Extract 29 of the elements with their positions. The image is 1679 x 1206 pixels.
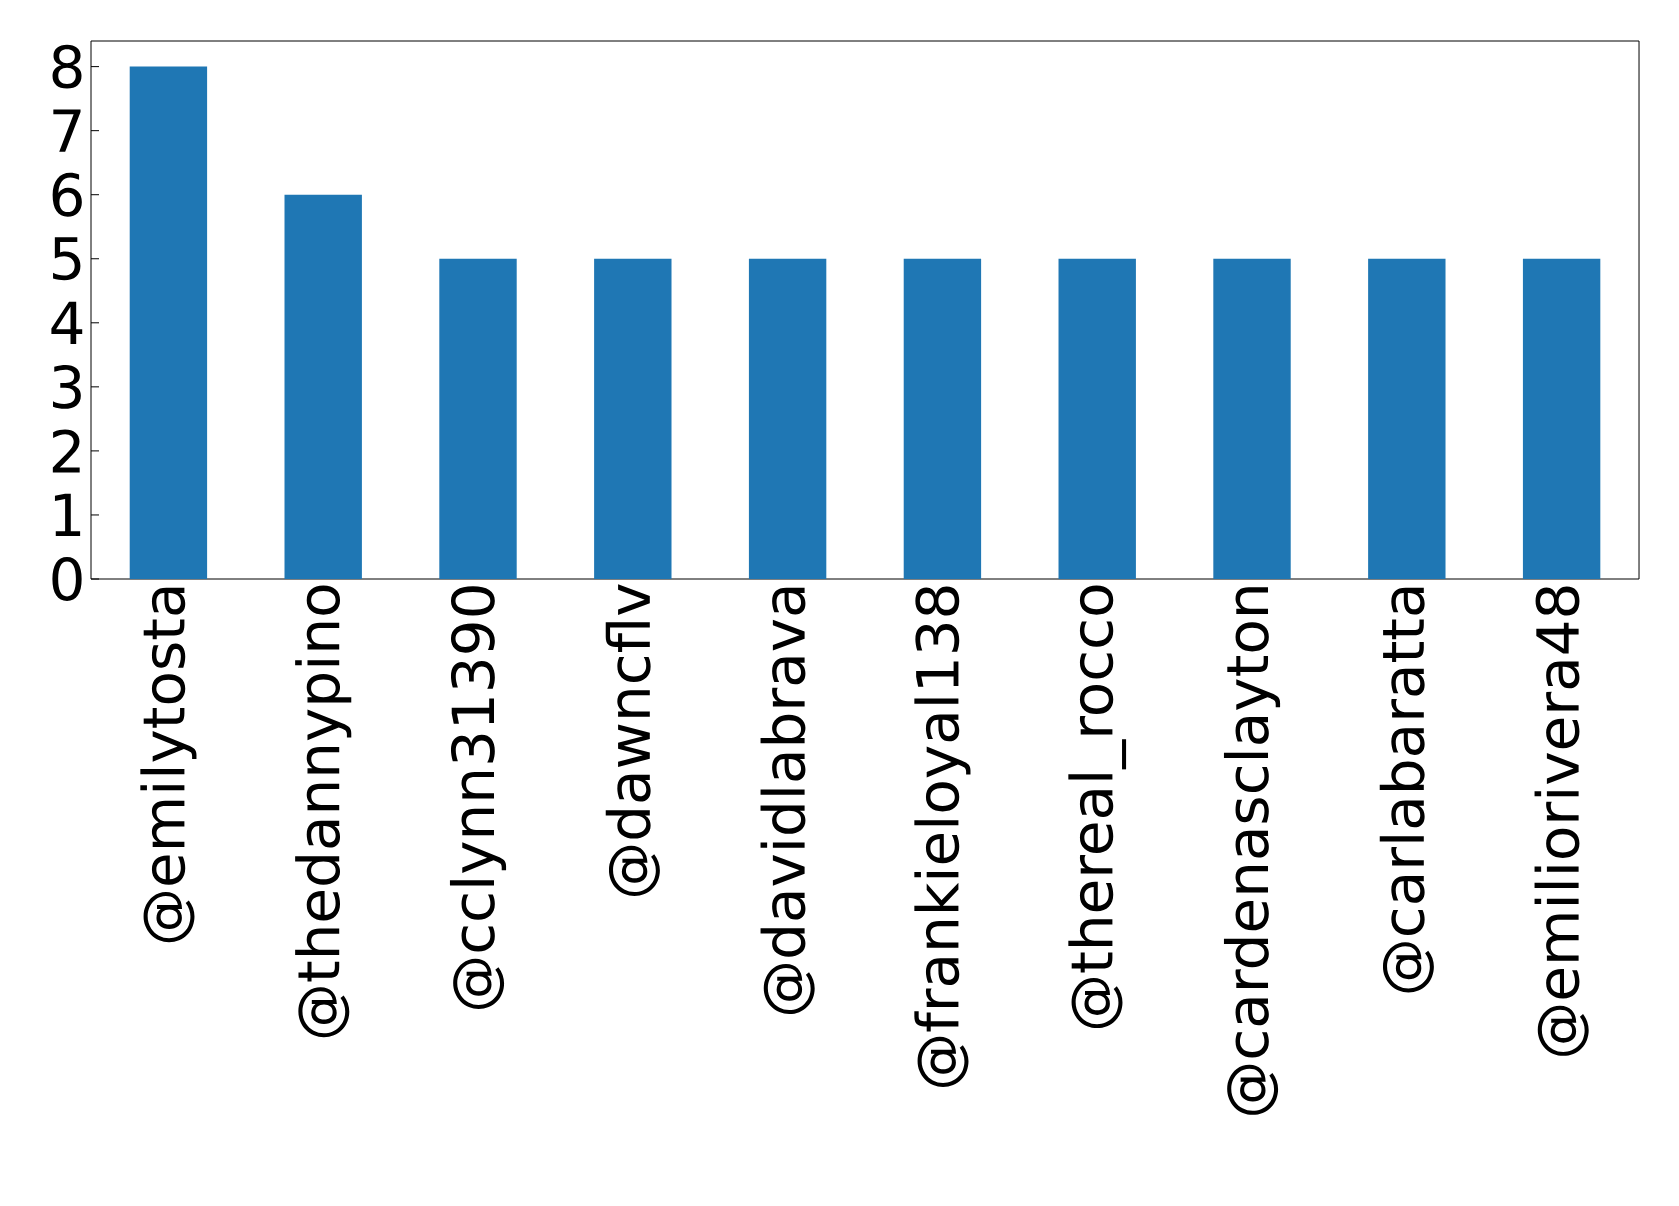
y-tick-label: 4	[51, 301, 83, 344]
y-tick-label: 5	[53, 237, 81, 281]
bar	[129, 66, 208, 579]
y-tick-label: 6	[52, 172, 82, 217]
x-tick-label: @carlabaratta	[1379, 587, 1434, 993]
bar	[748, 258, 827, 579]
x-tick-label: @emilytosta	[140, 587, 197, 943]
bar	[1058, 258, 1136, 579]
bar	[1522, 258, 1601, 579]
y-tick-label: 2	[52, 429, 80, 473]
x-tick-label: @cclynn31390	[449, 586, 507, 1009]
y-tick-label: 7	[53, 109, 81, 152]
x-tick-label: @dawncflv	[605, 584, 660, 896]
x-tick-label: @davidlabrava	[760, 587, 815, 1015]
bar	[594, 258, 672, 579]
y-tick-label: 1	[54, 493, 81, 537]
bar	[903, 258, 982, 579]
x-tick-label: @thedannypino	[295, 585, 352, 1038]
x-tick-label: @frankieloyal138	[914, 586, 971, 1087]
y-tick-label: 3	[53, 364, 81, 409]
bar	[284, 194, 362, 579]
y-tick-label: 0	[52, 557, 82, 601]
bar	[439, 258, 517, 579]
bar	[1213, 258, 1291, 579]
x-tick-label: @emiliorivera48	[1534, 586, 1589, 1056]
y-tick-label: 8	[52, 44, 82, 89]
bar	[1368, 258, 1446, 579]
x-tick-label: @cardenasclayton	[1223, 587, 1281, 1115]
x-tick-label: @thereal_rocco	[1068, 585, 1127, 1029]
